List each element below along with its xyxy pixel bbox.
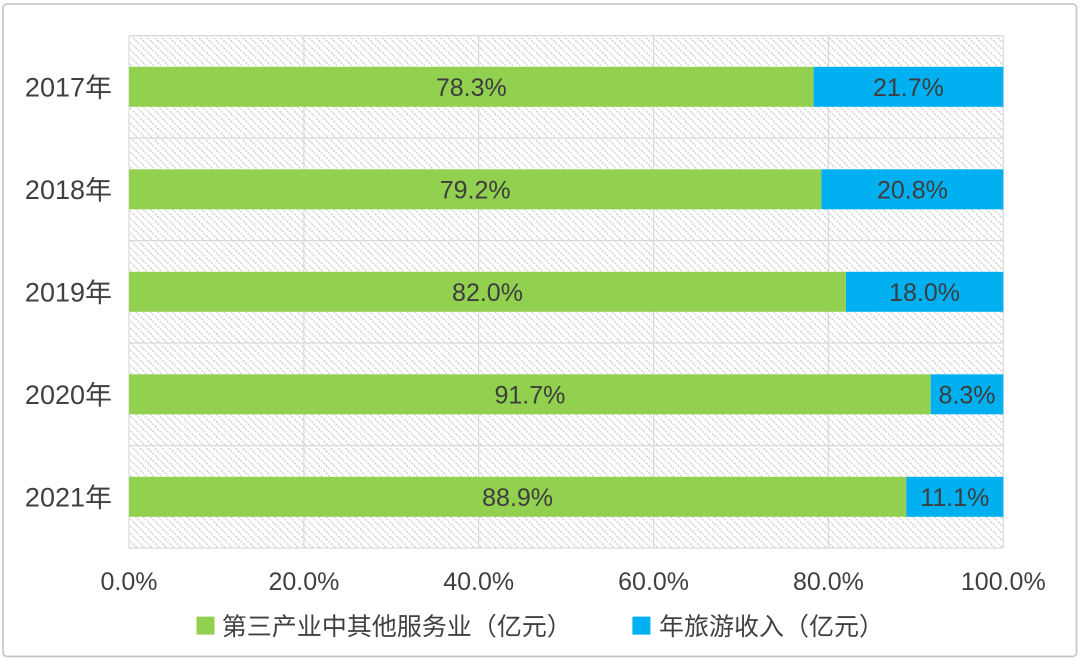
svg-text:2021: 2021 xyxy=(25,483,85,513)
svg-text:20.0%: 20.0% xyxy=(268,568,339,596)
svg-text:60.0%: 60.0% xyxy=(618,568,689,596)
svg-text:91.7%: 91.7% xyxy=(494,381,565,409)
svg-text:20.8%: 20.8% xyxy=(877,176,948,204)
svg-text:2017: 2017 xyxy=(25,73,85,103)
svg-text:100.0%: 100.0% xyxy=(961,568,1046,596)
svg-text:88.9%: 88.9% xyxy=(482,484,553,512)
svg-text:8.3%: 8.3% xyxy=(939,381,996,409)
svg-text:2020: 2020 xyxy=(25,380,85,410)
svg-text:78.3%: 78.3% xyxy=(436,74,507,102)
svg-text:2018: 2018 xyxy=(25,175,85,205)
svg-text:0.0%: 0.0% xyxy=(101,568,158,596)
svg-text:18.0%: 18.0% xyxy=(889,279,960,307)
svg-text:82.0%: 82.0% xyxy=(452,279,523,307)
svg-text:79.2%: 79.2% xyxy=(440,176,511,204)
svg-text:21.7%: 21.7% xyxy=(873,74,944,102)
svg-text:80.0%: 80.0% xyxy=(793,568,864,596)
svg-text:40.0%: 40.0% xyxy=(443,568,514,596)
svg-text:2019: 2019 xyxy=(25,278,85,308)
svg-text:11.1%: 11.1% xyxy=(920,484,989,512)
